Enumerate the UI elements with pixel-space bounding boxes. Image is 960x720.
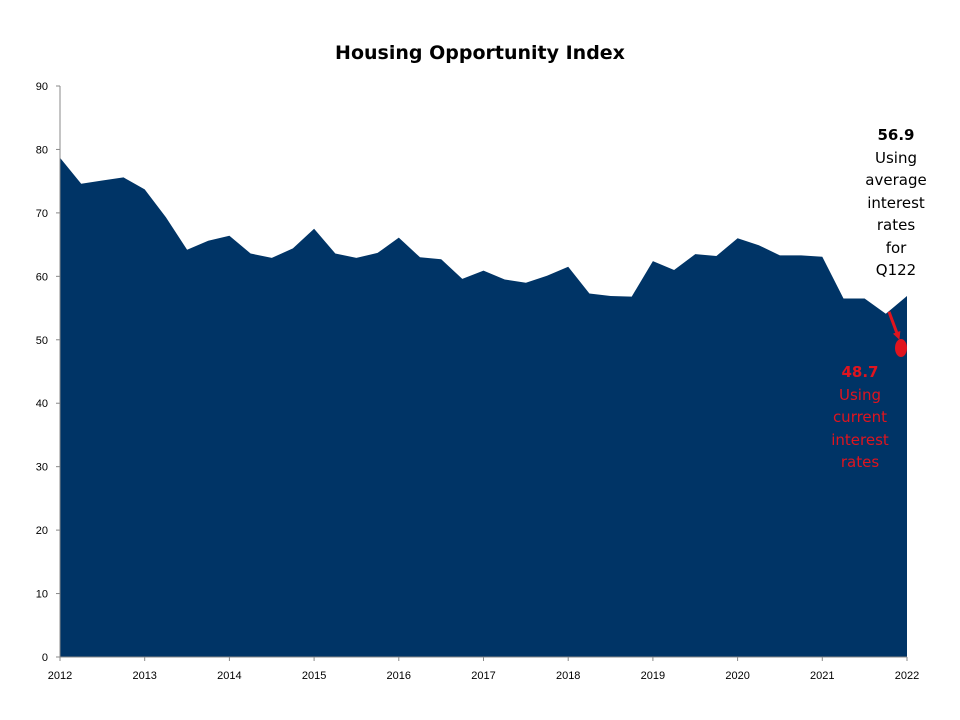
annotation-current-rates: 48.7 Using current interest rates <box>820 361 900 474</box>
chart-title: Housing Opportunity Index <box>335 42 625 64</box>
area-series <box>60 157 907 657</box>
x-tick-label: 2022 <box>895 670 919 682</box>
x-tick-label: 2014 <box>217 670 241 682</box>
x-tick-label: 2015 <box>302 670 326 682</box>
x-tick-label: 2017 <box>471 670 495 682</box>
y-tick-label: 10 <box>36 589 48 601</box>
x-tick-label: 2021 <box>810 670 834 682</box>
annotation-current-line: Using <box>839 385 881 404</box>
annotation-average-line: Using <box>875 148 917 167</box>
annotation-average-value: 56.9 <box>877 126 915 144</box>
y-tick-label: 0 <box>42 652 48 664</box>
annotation-current-line: interest <box>831 430 889 449</box>
x-tick-label: 2020 <box>725 670 749 682</box>
x-tick-label: 2012 <box>48 670 72 682</box>
y-tick-label: 80 <box>36 144 48 156</box>
y-tick-label: 70 <box>36 208 48 220</box>
annotation-current-line: current <box>832 408 888 426</box>
x-axis: 2012 2013 2014 2015 2016 2017 2018 2019 2020 2021… <box>48 657 919 682</box>
annotation-average-line: rates <box>876 216 916 234</box>
x-tick-label: 2016 <box>387 670 411 682</box>
x-tick-label: 2019 <box>641 670 665 682</box>
y-axis: 0 10 20 30 40 50 60 70 80 90 <box>36 81 60 664</box>
annotation-current-line: rates <box>840 453 880 471</box>
y-tick-label: 40 <box>36 398 48 410</box>
y-tick-label: 60 <box>36 271 48 283</box>
y-tick-label: 50 <box>36 335 48 347</box>
annotation-arrow <box>887 311 901 340</box>
x-tick-label: 2013 <box>132 670 156 682</box>
y-tick-label: 20 <box>36 525 48 537</box>
current-rate-marker <box>895 339 907 358</box>
annotation-average-line: for <box>885 238 907 257</box>
annotation-average-line: interest <box>867 193 925 212</box>
y-tick-label: 30 <box>36 462 48 474</box>
annotation-average-line: average <box>865 171 927 189</box>
annotation-current-value: 48.7 <box>841 363 879 381</box>
annotation-average-rates: 56.9 Using average interest rates for Q1… <box>856 124 936 282</box>
annotation-average-line: Q122 <box>875 261 917 279</box>
x-tick-label: 2018 <box>556 670 580 682</box>
y-tick-label: 90 <box>36 81 48 93</box>
